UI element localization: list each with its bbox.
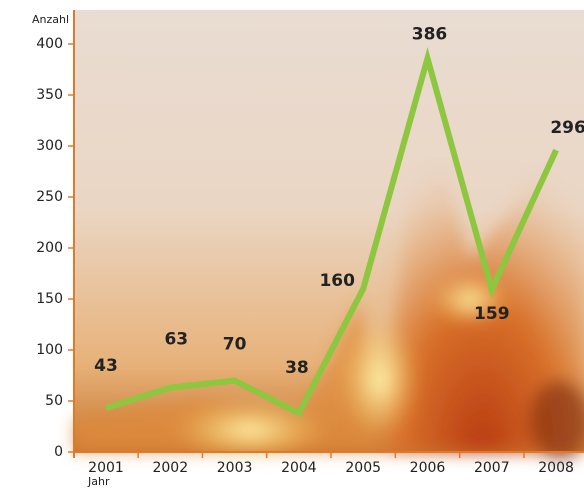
background bbox=[74, 10, 584, 460]
x-tick-label: 2005 bbox=[345, 460, 381, 476]
y-tick-label: 400 bbox=[36, 36, 63, 52]
x-tick-label: 2001 bbox=[88, 460, 124, 476]
value-label: 386 bbox=[412, 24, 448, 44]
value-label: 38 bbox=[285, 358, 309, 378]
y-tick-label: 0 bbox=[54, 444, 63, 460]
x-tick-label: 2008 bbox=[538, 460, 574, 476]
y-tick-label: 200 bbox=[36, 240, 63, 256]
value-label: 160 bbox=[319, 271, 355, 291]
value-label: 70 bbox=[223, 335, 247, 355]
y-tick-label: 300 bbox=[36, 138, 63, 154]
x-tick-label: 2006 bbox=[410, 460, 446, 476]
x-tick-label: 2007 bbox=[474, 460, 510, 476]
value-label: 296 bbox=[550, 118, 584, 138]
data-line bbox=[105, 47, 559, 418]
x-tick-label: 2002 bbox=[152, 460, 188, 476]
y-tick-label: 100 bbox=[36, 342, 63, 358]
y-tick-label: 250 bbox=[36, 189, 63, 205]
y-tick-label: 150 bbox=[36, 291, 63, 307]
value-label: 63 bbox=[164, 330, 188, 350]
x-tick-label: 2003 bbox=[217, 460, 253, 476]
y-axis-label: Anzahl bbox=[32, 13, 69, 26]
value-label: 43 bbox=[94, 356, 118, 376]
x-axis-label: Jahr bbox=[87, 475, 110, 488]
value-label: 159 bbox=[474, 304, 510, 324]
y-tick-label: 50 bbox=[45, 393, 63, 409]
x-tick-label: 2004 bbox=[281, 460, 317, 476]
y-tick-label: 350 bbox=[36, 87, 63, 103]
